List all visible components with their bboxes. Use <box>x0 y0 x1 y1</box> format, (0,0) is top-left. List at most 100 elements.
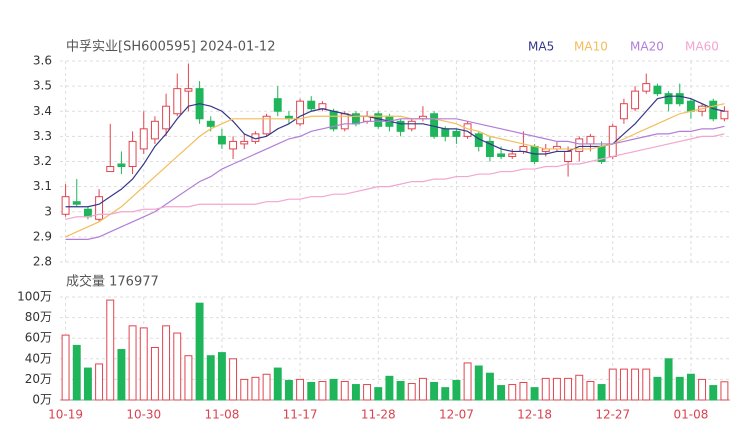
candle-body <box>307 100 316 110</box>
volume-bar <box>564 377 573 401</box>
candle-body <box>686 100 695 112</box>
y-tick-label: 100万 <box>17 290 52 304</box>
volume-bar <box>318 380 327 401</box>
volume-bar <box>307 381 316 401</box>
candle-body <box>396 120 405 132</box>
candle-body <box>586 135 595 145</box>
candle-body <box>508 153 517 157</box>
volume-bar <box>452 379 461 401</box>
candle-body <box>117 163 126 168</box>
candle-body <box>519 145 528 152</box>
volume-bar <box>374 387 383 401</box>
candle-body <box>184 88 193 92</box>
volume-bar <box>497 385 506 401</box>
legend-label: MA10 <box>574 40 608 54</box>
candle-body <box>173 88 182 115</box>
candle-body <box>664 93 673 105</box>
candle-body <box>72 201 81 205</box>
x-tick-label: 10-19 <box>48 408 83 422</box>
volume-bar <box>206 355 215 401</box>
candle-body <box>206 120 215 127</box>
candle-body <box>296 100 305 125</box>
volume-bar <box>139 327 148 401</box>
volume-bar <box>385 375 394 401</box>
y-tick-label: 0万 <box>32 393 52 407</box>
candle-body <box>463 123 472 137</box>
y-tick-label: 40万 <box>25 351 52 365</box>
y-tick-label: 3 <box>44 204 52 218</box>
legend-label: MA60 <box>685 40 719 54</box>
candle-body <box>162 105 171 130</box>
volume-bar <box>619 368 628 401</box>
candle-body <box>128 140 137 168</box>
candle-body <box>709 100 718 120</box>
volume-bar <box>530 387 539 401</box>
candle-body <box>150 120 159 140</box>
candle-body <box>452 130 461 137</box>
volume-bar <box>240 378 249 401</box>
volume-bar <box>642 368 651 401</box>
volume-bar <box>407 383 416 401</box>
volume-bar <box>128 325 137 401</box>
volume-bar <box>430 381 439 401</box>
volume-bar <box>686 373 695 401</box>
y-tick-label: 80万 <box>25 310 52 324</box>
x-tick-label: 11-28 <box>361 408 396 422</box>
volume-bar <box>351 384 360 401</box>
volume-bar <box>418 377 427 401</box>
candle-body <box>262 115 271 135</box>
x-tick-label: 11-08 <box>204 408 239 422</box>
candle-body <box>720 110 729 120</box>
candle-body <box>61 196 70 215</box>
y-tick-label: 3.1 <box>33 179 52 193</box>
volume-bar <box>597 384 606 401</box>
volume-bar <box>184 355 193 401</box>
x-tick-label: 10-30 <box>126 408 161 422</box>
volume-bar <box>463 362 472 401</box>
volume-bar <box>150 346 159 401</box>
ma-line <box>65 95 725 208</box>
candle-body <box>374 113 383 127</box>
candle-body <box>318 103 327 110</box>
candle-body <box>441 128 450 137</box>
x-tick-label: 12-18 <box>517 408 552 422</box>
candle-body <box>575 138 584 152</box>
volume-bar <box>61 334 70 401</box>
candle-body <box>653 85 662 95</box>
candle-body <box>631 90 640 110</box>
candle-body <box>273 98 282 112</box>
volume-bar <box>541 377 550 401</box>
candle-body <box>430 113 439 137</box>
volume-bar <box>441 387 450 401</box>
candle-body <box>240 140 249 145</box>
volume-bar <box>664 358 673 401</box>
volume-bar <box>95 363 104 401</box>
y-tick-label: 3.2 <box>33 154 52 168</box>
x-tick-label: 12-27 <box>595 408 630 422</box>
volume-bar <box>575 374 584 401</box>
volume-bar <box>631 368 640 401</box>
volume-bar <box>340 380 349 401</box>
volume-bar <box>586 380 595 401</box>
candle-body <box>139 128 148 150</box>
volume-bar <box>273 367 282 401</box>
volume-bar <box>363 384 372 401</box>
candle-body <box>675 93 684 105</box>
volume-bar <box>519 381 528 401</box>
x-tick-label: 01-08 <box>673 408 708 422</box>
volume-bar <box>396 380 405 401</box>
volume-bar <box>653 376 662 401</box>
volume-bar <box>83 367 92 401</box>
candle-body <box>229 140 238 150</box>
y-tick-label: 3.4 <box>33 104 52 118</box>
x-tick-label: 12-07 <box>439 408 474 422</box>
candle-body <box>217 135 226 145</box>
candle-body <box>497 153 506 157</box>
volume-bar <box>329 378 338 401</box>
volume-bar <box>675 376 684 401</box>
volume-bar <box>720 381 729 401</box>
candle-body <box>564 150 573 162</box>
volume-bar <box>72 344 81 401</box>
y-tick-label: 3.6 <box>33 54 52 68</box>
